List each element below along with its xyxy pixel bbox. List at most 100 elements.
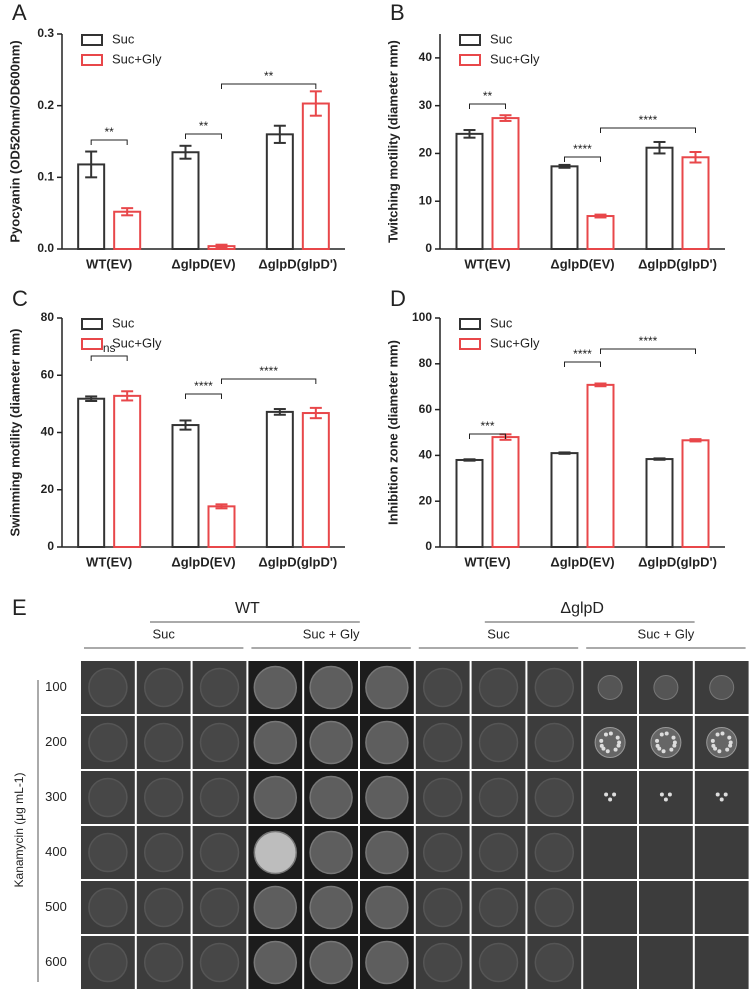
bar (171, 151, 200, 250)
plate-photo (694, 881, 749, 934)
colony-zone (199, 832, 240, 873)
colony-zone (143, 777, 184, 818)
y-tick-label: 40 (41, 425, 55, 439)
y-tick-label: 0 (425, 241, 432, 255)
colony-zone (253, 885, 298, 930)
error-bar (499, 114, 512, 122)
error-bar (179, 419, 192, 431)
colony (710, 738, 715, 743)
error-bar (558, 451, 571, 455)
colony-zone (422, 722, 463, 763)
significance-label: **** (573, 142, 592, 156)
colony (725, 747, 730, 752)
bar (265, 410, 294, 549)
colony (612, 792, 617, 797)
significance-bracket (221, 378, 317, 384)
legend-swatch (81, 318, 103, 330)
significance-label: *** (480, 419, 494, 433)
bar (491, 117, 520, 251)
colony-zone (534, 667, 575, 708)
colony-zone (253, 940, 298, 985)
colony-zone (534, 722, 575, 763)
colony-zone (478, 667, 519, 708)
error-bar (215, 503, 228, 510)
significance-label: ** (199, 119, 209, 133)
legend-swatch (459, 54, 481, 66)
condition-label: Suc + Gly (303, 626, 360, 641)
significance-bracket (564, 361, 601, 367)
colony-zone (534, 942, 575, 983)
error-bar (653, 140, 666, 155)
colony (605, 749, 610, 754)
legend-swatch (81, 34, 103, 46)
colony-zone (365, 665, 409, 710)
bar (113, 210, 142, 251)
colony-zone (422, 667, 463, 708)
x-tick-label: WT(EV) (86, 256, 132, 271)
colony-zone (653, 675, 679, 700)
row-axis-label: Kanamycin (μg mL-1) (12, 773, 26, 888)
colony-zone (534, 887, 575, 928)
colony-zone (709, 675, 735, 700)
error-bar (121, 207, 134, 217)
significance-label: **** (573, 347, 592, 361)
y-tick-label: 40 (419, 50, 433, 64)
colony-zone (88, 832, 128, 873)
y-tick-label: 0 (425, 539, 432, 553)
colony-zone (88, 942, 128, 983)
significance-bracket (90, 355, 128, 361)
significance-label: **** (259, 364, 278, 378)
colony-zone (143, 722, 184, 763)
plate-photo (583, 936, 637, 989)
colony (659, 732, 664, 737)
colony-zone (199, 887, 240, 928)
significance-bracket (600, 127, 696, 133)
colony-zone (309, 830, 353, 875)
bar (265, 133, 294, 250)
colony-zone (534, 777, 575, 818)
legend-label: Suc (112, 315, 135, 330)
y-tick-label: 20 (419, 493, 433, 507)
legend-label: Suc+Gly (112, 51, 162, 66)
plate-photo (694, 936, 749, 989)
significance-label: ** (483, 89, 493, 103)
colony (715, 732, 720, 737)
colony (604, 792, 609, 797)
error-bar (85, 395, 98, 403)
bar (207, 505, 236, 549)
y-tick-label: 100 (412, 310, 432, 324)
colony-zone (253, 830, 298, 875)
panel-label: A (12, 0, 27, 25)
colony-zone (309, 775, 353, 820)
error-bar (689, 438, 702, 443)
group-label: WT (235, 600, 260, 617)
colony-zone (143, 832, 184, 873)
row-label: 200 (45, 734, 67, 749)
y-tick-label: 0 (47, 539, 54, 553)
colony-zone (365, 830, 409, 875)
bar (301, 102, 330, 251)
plate-photo (694, 826, 749, 879)
x-tick-label: WT(EV) (86, 554, 132, 569)
colony-zone (478, 832, 519, 873)
y-tick-label: 80 (419, 356, 433, 370)
colony (663, 797, 668, 802)
panel-label: D (390, 286, 406, 311)
error-bar (594, 382, 607, 388)
y-axis-label: Twitching motility (diameter mm) (385, 40, 400, 243)
y-tick-label: 20 (41, 482, 55, 496)
error-bar (594, 213, 607, 219)
colony (671, 735, 676, 740)
panel-label: B (390, 0, 405, 25)
colony-zone (365, 720, 409, 765)
significance-label: ** (264, 69, 274, 83)
plate-photo (639, 936, 693, 989)
legend-swatch (459, 338, 481, 350)
colony (727, 735, 732, 740)
plate-photo (694, 771, 749, 824)
colony (715, 792, 720, 797)
error-bar (689, 151, 702, 164)
colony-zone (143, 942, 184, 983)
y-tick-label: 0.3 (37, 26, 54, 40)
